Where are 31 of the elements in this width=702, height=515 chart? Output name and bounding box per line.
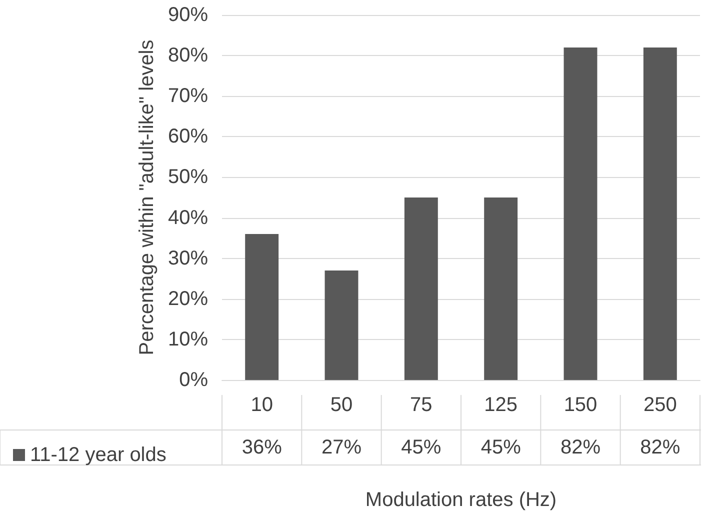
y-tick-label: 30% (168, 247, 208, 270)
bar (484, 198, 518, 380)
data-label: 82% (560, 436, 601, 458)
bar (404, 198, 438, 380)
bar (324, 270, 358, 380)
y-tick-label: 40% (168, 206, 208, 229)
y-tick-label: 10% (168, 328, 208, 350)
bar (643, 47, 677, 380)
data-label: 27% (321, 436, 362, 458)
data-label: 45% (401, 436, 442, 458)
x-tick-label: 75 (410, 394, 432, 416)
y-tick-label: 0% (179, 369, 208, 391)
y-tick-label: 90% (168, 4, 208, 26)
y-tick-label: 80% (168, 44, 208, 67)
data-label: 45% (480, 436, 522, 458)
x-tick-label: 50 (330, 394, 353, 416)
y-axis-title: Percentage within "adult-like" levels (136, 40, 158, 356)
bar (245, 234, 279, 380)
x-tick-label: 150 (564, 394, 598, 416)
legend-label: 11-12 year olds (30, 444, 166, 466)
y-tick-label: 60% (168, 126, 208, 148)
data-label: 82% (640, 436, 680, 458)
y-tick-label: 50% (168, 166, 208, 188)
x-tick-label: 250 (643, 394, 677, 416)
data-label: 36% (242, 436, 282, 458)
x-axis-title: Modulation rates (Hz) (365, 489, 557, 511)
bar (564, 47, 598, 380)
y-tick-label: 20% (168, 288, 208, 310)
x-tick-label: 125 (484, 394, 518, 416)
y-tick-label: 70% (168, 85, 208, 108)
x-tick-label: 10 (250, 394, 273, 416)
